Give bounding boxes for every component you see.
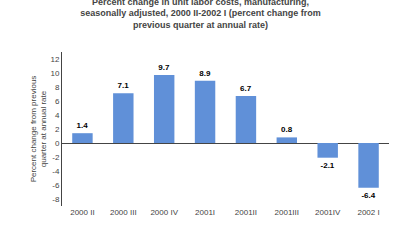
svg-text:-8: -8 [52,195,60,204]
svg-text:-2: -2 [52,153,60,162]
svg-text:2001III: 2001III [275,208,299,217]
svg-text:2: 2 [55,125,60,134]
svg-text:-6: -6 [52,181,60,190]
svg-text:6.7: 6.7 [240,84,252,93]
svg-text:8: 8 [55,83,60,92]
svg-text:4: 4 [55,111,60,120]
svg-text:2000 II: 2000 II [70,208,94,217]
svg-text:2000 IV: 2000 IV [150,208,178,217]
svg-text:8.9: 8.9 [199,69,211,78]
svg-text:2001IV: 2001IV [315,208,341,217]
svg-text:2001II: 2001II [235,208,257,217]
svg-text:7.1: 7.1 [117,81,129,90]
svg-text:0.8: 0.8 [281,125,293,134]
svg-text:6: 6 [55,97,60,106]
svg-text:0: 0 [55,139,60,148]
svg-text:2002 I: 2002 I [357,208,379,217]
svg-text:12: 12 [50,55,59,64]
svg-text:-6.4: -6.4 [361,191,375,200]
svg-text:10: 10 [50,69,59,78]
svg-text:1.4: 1.4 [77,121,89,130]
svg-text:2001I: 2001I [195,208,215,217]
svg-text:Percent change in unit labor c: Percent change in unit labor costs, manu… [80,0,321,30]
svg-text:9.7: 9.7 [158,63,170,72]
svg-text:2000 III: 2000 III [110,208,137,217]
svg-text:-4: -4 [52,167,60,176]
svg-text:Percent change from previousqu: Percent change from previousquarter at a… [29,76,48,183]
svg-text:-2.1: -2.1 [321,161,335,170]
